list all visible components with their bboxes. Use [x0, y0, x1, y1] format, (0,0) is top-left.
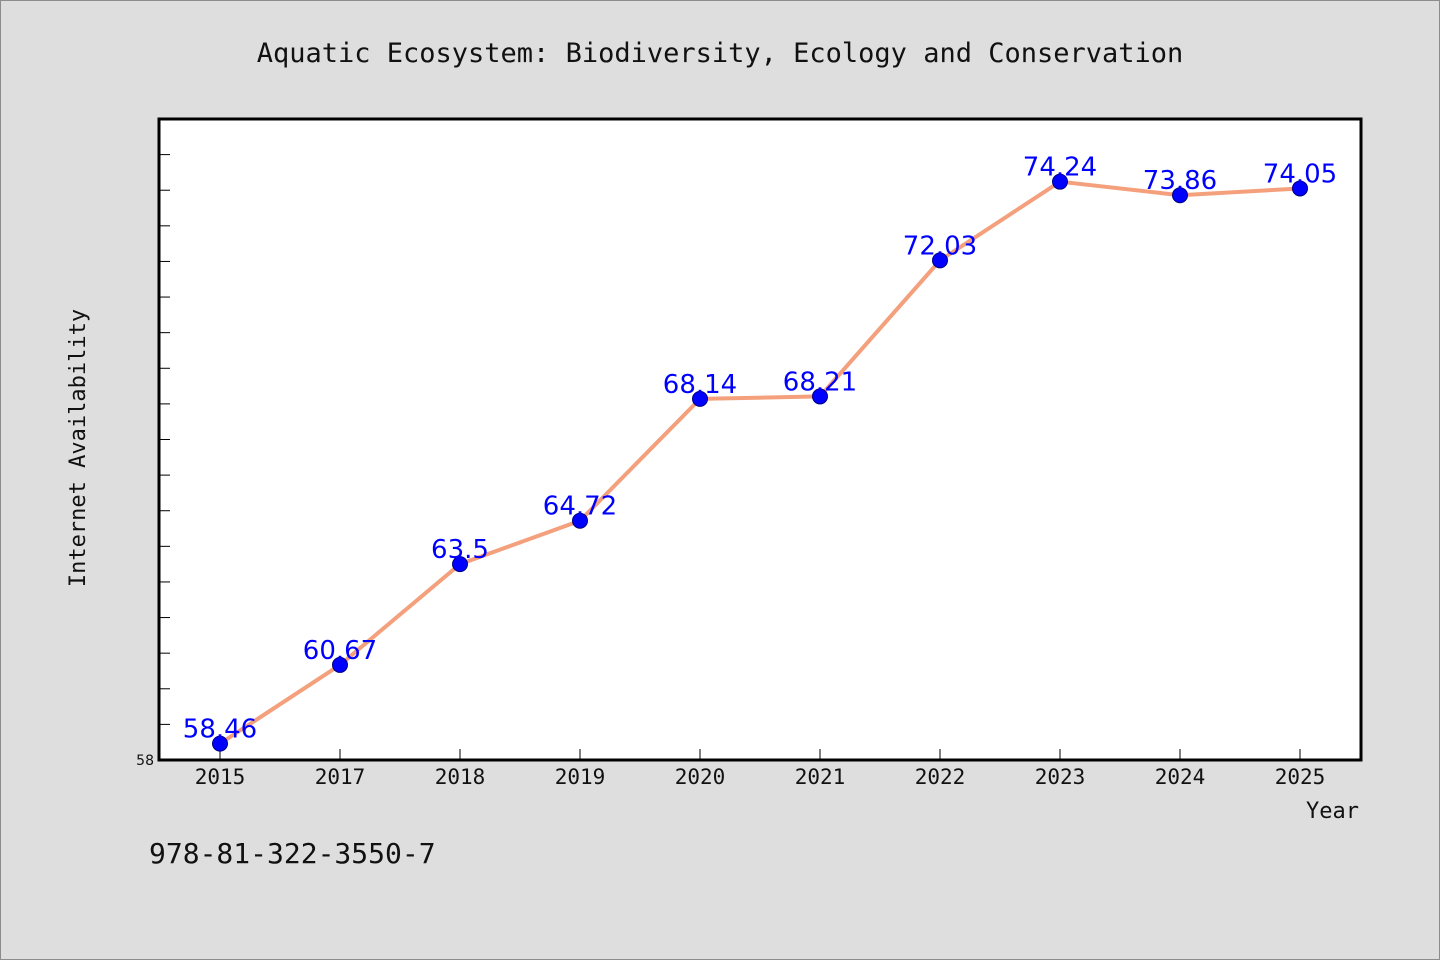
data-labels: 58.46 60.67 63.5 64.72 68.14 68.21 72.03 74.24 7… [183, 153, 1337, 745]
x-tick-label: 2023 [1035, 765, 1086, 789]
x-tick-label: 2015 [195, 765, 246, 789]
x-tick-label: 2017 [315, 765, 366, 789]
data-point [1292, 180, 1308, 197]
x-tick-label: 2020 [675, 765, 726, 789]
isbn-text: 978-81-322-3550-7 [149, 837, 436, 870]
x-tick-label: 2022 [915, 765, 966, 789]
x-tick-label: 2018 [435, 765, 486, 789]
data-point [452, 556, 468, 573]
data-point [1172, 187, 1188, 204]
series-markers [212, 173, 1308, 752]
x-axis-label: Year [1306, 799, 1359, 824]
series-line [218, 179, 1302, 746]
data-point [212, 735, 228, 752]
data-label: 68.21 [783, 367, 857, 397]
data-label: 58.46 [183, 715, 257, 745]
data-label: 64.72 [543, 492, 617, 522]
data-point [692, 390, 708, 407]
x-axis-ticks: 2015 2017 2018 2019 2020 2021 2022 2023 2024 2025 [195, 749, 1326, 789]
series-line-group [218, 179, 1302, 746]
chart-title: Aquatic Ecosystem: Biodiversity, Ecology… [257, 38, 1184, 69]
data-label: 73.86 [1143, 166, 1217, 196]
data-label: 60.67 [303, 636, 377, 666]
data-label: 68.14 [663, 370, 737, 400]
y-axis-label: Internet Availability [66, 309, 91, 587]
x-tick-label: 2024 [1155, 765, 1206, 789]
data-point [572, 512, 588, 529]
y-axis-ticks: 58 [136, 154, 170, 769]
x-tick-label: 2025 [1275, 765, 1326, 789]
data-point [1052, 173, 1068, 190]
x-tick-label: 2019 [555, 765, 606, 789]
data-point [332, 656, 348, 673]
x-tick-label: 2021 [795, 765, 846, 789]
y-tick-label: 58 [136, 753, 154, 769]
data-point [812, 388, 828, 405]
data-label: 74.24 [1023, 153, 1097, 183]
data-point [932, 252, 948, 269]
data-label: 74.05 [1263, 159, 1337, 189]
plot-area [157, 117, 1363, 762]
data-label: 72.03 [903, 231, 977, 261]
data-label: 63.5 [431, 535, 489, 565]
